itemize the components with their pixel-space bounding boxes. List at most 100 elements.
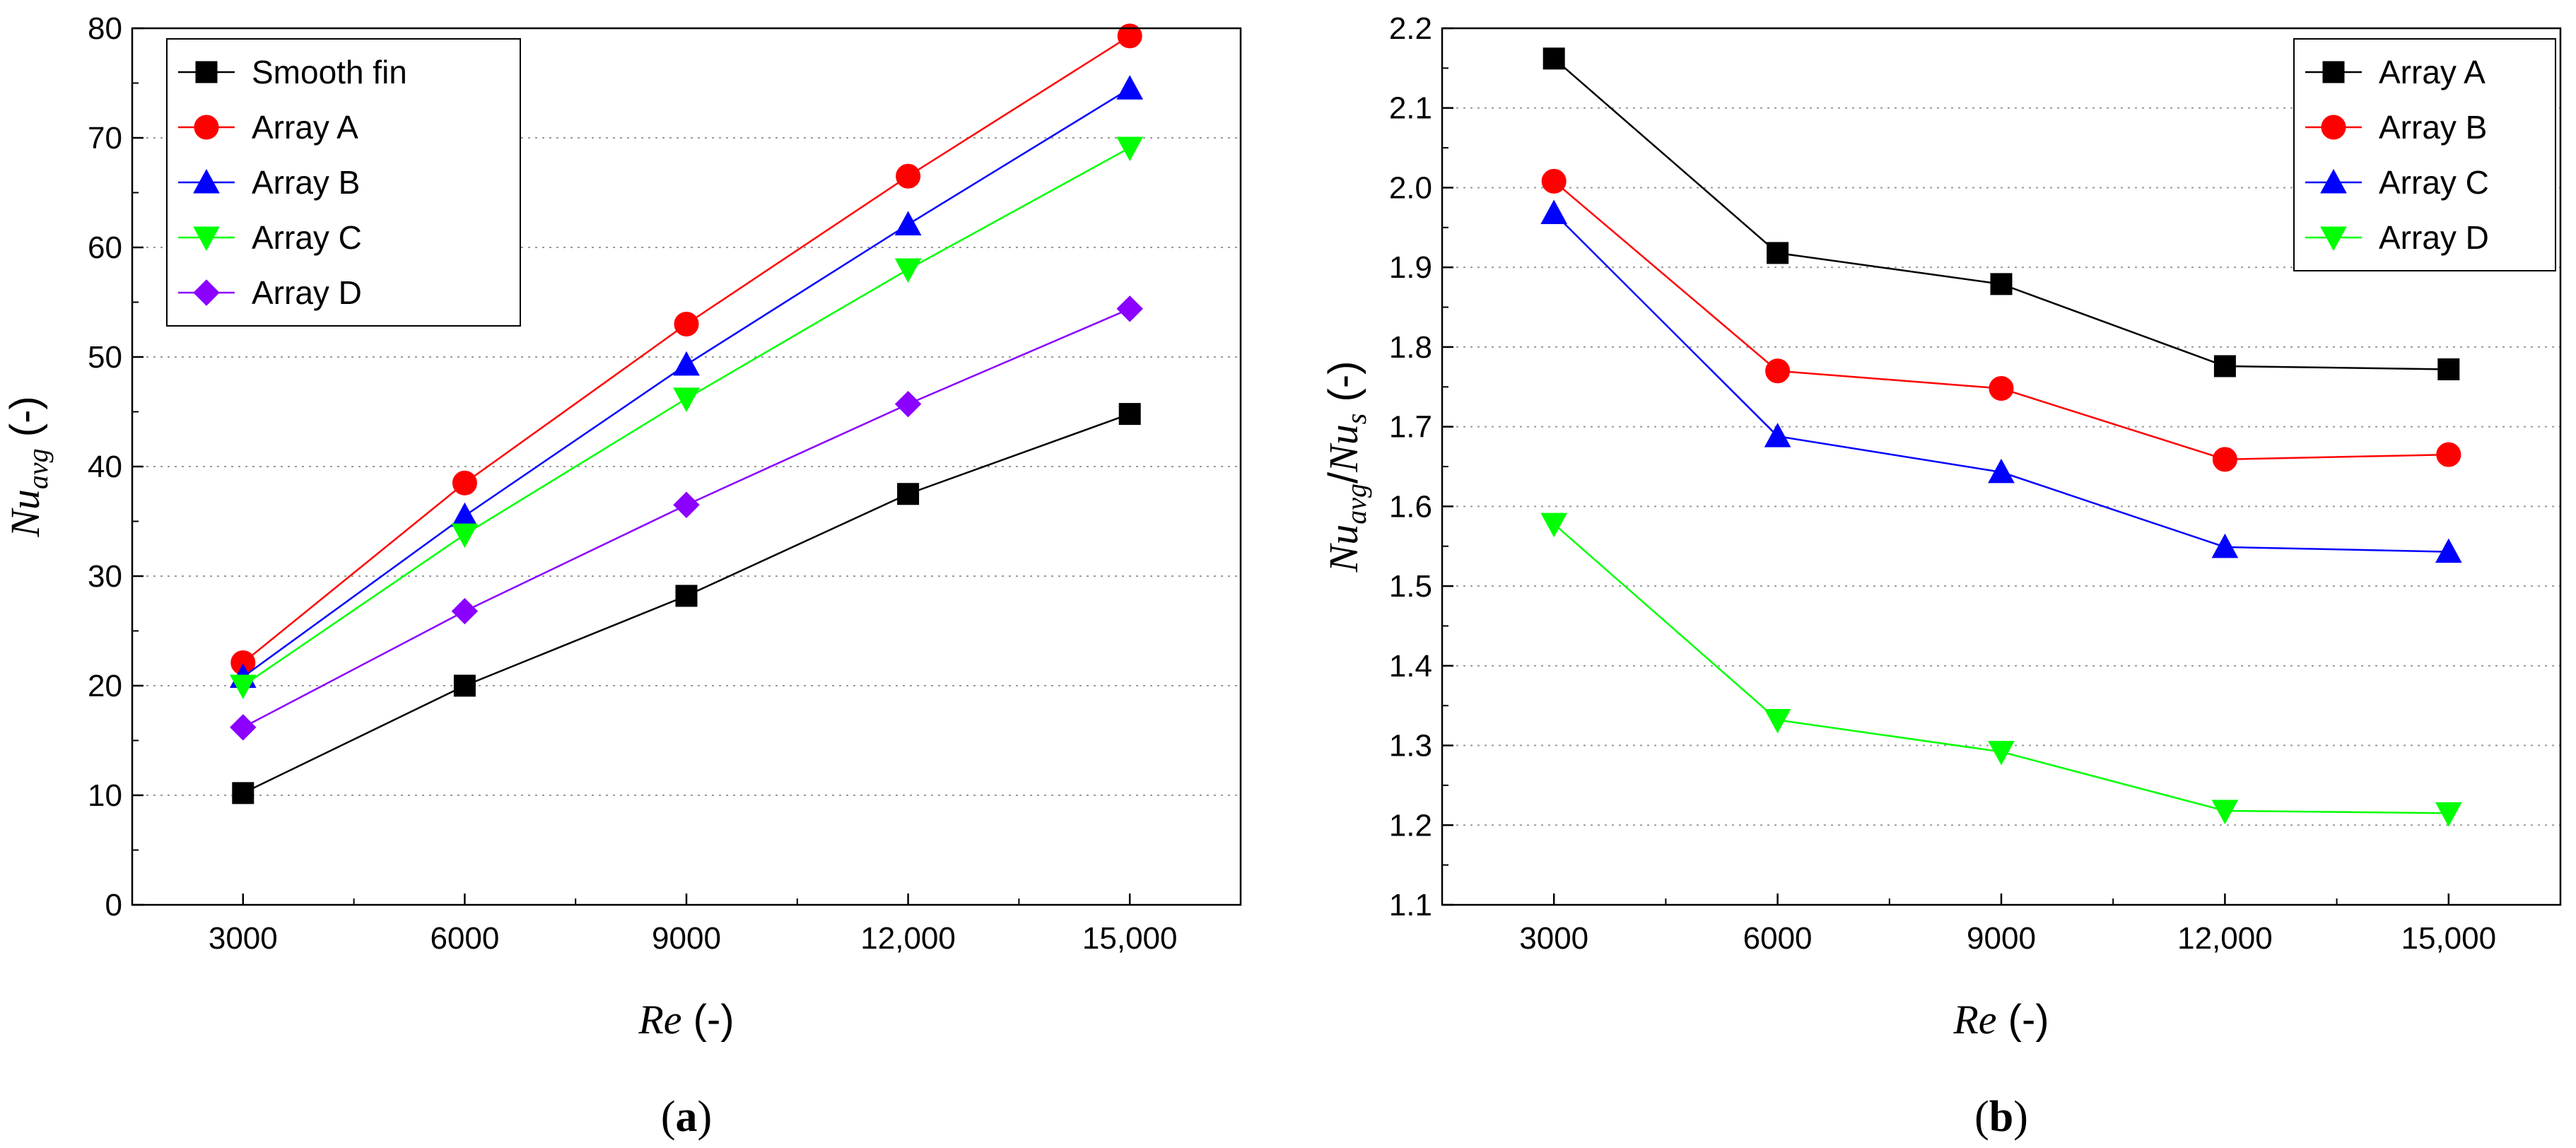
legend-marker xyxy=(195,61,218,83)
legend-label: Array C xyxy=(2379,164,2489,201)
legend-marker xyxy=(2320,168,2347,194)
legend-marker xyxy=(194,115,219,140)
data-point xyxy=(451,597,479,625)
x-tick-label: 3000 xyxy=(1519,921,1588,956)
x-tick-label: 6000 xyxy=(1743,921,1813,956)
x-tick-label: 3000 xyxy=(209,921,278,956)
series-array-c xyxy=(1540,199,2462,563)
legend-marker xyxy=(193,226,220,252)
data-point xyxy=(1989,376,2014,402)
legend-item: Array A xyxy=(178,109,358,146)
data-point xyxy=(1988,741,2015,766)
data-point xyxy=(1117,23,1142,49)
y-axis-title: Nuavg (-) xyxy=(2,396,54,538)
legend-item: Array B xyxy=(2305,109,2487,146)
y-axis-title-main: Nu xyxy=(2,489,48,538)
x-axis-title-unit: (-) xyxy=(682,997,734,1043)
data-point xyxy=(232,782,254,804)
legend: Array A Array B Array C Array D xyxy=(2293,38,2556,271)
data-point xyxy=(451,502,479,527)
tick-layer: 0 10 20 30 40 50 60 70 80 3000 6000 9000 12,000 15,00… xyxy=(88,11,1177,956)
chart-b: 1.1 1.2 1.3 1.4 1.5 1.6 1.7 1.8 1.9 2.0 2.1 2.2 3000… xyxy=(1321,11,2562,1141)
panel-label-close: ) xyxy=(2013,1093,2028,1141)
x-tick-label: 9000 xyxy=(1967,921,2036,956)
data-point xyxy=(1116,295,1143,322)
y-tick-label: 2.0 xyxy=(1389,170,1432,205)
y-tick-label: 60 xyxy=(88,230,122,265)
series-smooth-fin xyxy=(232,403,1141,804)
legend-marker xyxy=(193,279,220,306)
legend-marker xyxy=(2321,115,2346,140)
x-tick-label: 9000 xyxy=(652,921,721,956)
x-tick-label: 6000 xyxy=(430,921,499,956)
series-layer xyxy=(1540,47,2462,827)
y-axis-title-unit: (-) xyxy=(2,396,48,448)
series-array-d xyxy=(230,295,1143,741)
y-tick-label: 50 xyxy=(88,340,122,375)
data-point xyxy=(1765,358,1791,384)
data-point xyxy=(1767,242,1789,264)
legend-label: Array D xyxy=(2379,219,2489,256)
y-axis-title-sub: avg xyxy=(1340,484,1372,525)
y-tick-label: 1.4 xyxy=(1389,649,1432,684)
data-point xyxy=(1764,423,1791,447)
legend-item: Array B xyxy=(178,164,360,201)
data-point xyxy=(1988,458,2015,484)
x-axis-title: Re (-) xyxy=(1953,997,2049,1043)
panel-label: (a) xyxy=(661,1093,712,1141)
y-axis-title-sub2: s xyxy=(1340,414,1372,425)
panel-label-open: ( xyxy=(661,1093,676,1141)
data-point xyxy=(2435,538,2462,563)
series-array-d xyxy=(1540,512,2462,827)
x-tick-label: 12,000 xyxy=(860,921,956,956)
legend-marker xyxy=(2322,61,2345,83)
y-axis-title-sep: / xyxy=(1321,472,1366,484)
legend: Smooth fin Array A Array B Array C Array D xyxy=(166,38,521,327)
legend-item: Array C xyxy=(178,219,362,256)
y-tick-label: 10 xyxy=(88,778,122,813)
data-point xyxy=(1540,199,1568,225)
data-point xyxy=(1542,47,1565,70)
legend-item: Array C xyxy=(2305,164,2489,201)
data-point xyxy=(2211,533,2239,558)
data-point xyxy=(894,390,922,418)
data-point xyxy=(1540,512,1568,538)
data-point xyxy=(2211,800,2239,825)
series-array-c xyxy=(229,136,1144,700)
series-array-a xyxy=(1542,47,2460,380)
y-tick-label: 40 xyxy=(88,450,122,484)
y-tick-label: 30 xyxy=(88,559,122,594)
y-tick-label: 70 xyxy=(88,121,122,156)
legend-label: Smooth fin xyxy=(252,54,407,90)
y-tick-label: 20 xyxy=(88,669,122,703)
y-tick-label: 1.3 xyxy=(1389,729,1432,763)
data-point xyxy=(1990,273,2013,295)
legend-marker xyxy=(2320,226,2347,252)
data-point xyxy=(896,163,921,189)
panel-label: (b) xyxy=(1974,1093,2028,1141)
x-tick-label: 15,000 xyxy=(2401,921,2497,956)
panel-label-open: ( xyxy=(1974,1093,1989,1141)
data-point xyxy=(2436,442,2461,467)
data-point xyxy=(2213,355,2236,377)
data-point xyxy=(2212,447,2237,472)
y-tick-label: 1.9 xyxy=(1389,250,1432,285)
legend-item: Array A xyxy=(2305,54,2486,90)
data-point xyxy=(2435,802,2462,827)
legend-item: Smooth fin xyxy=(178,54,407,90)
legend-marker xyxy=(193,168,220,194)
y-tick-label: 1.1 xyxy=(1389,888,1432,922)
y-tick-label: 0 xyxy=(105,888,122,922)
legend-label: Array C xyxy=(252,219,362,256)
data-point xyxy=(1116,136,1144,161)
data-point xyxy=(897,483,920,505)
data-point xyxy=(1541,168,1567,194)
legend-label: Array A xyxy=(252,109,358,146)
data-point xyxy=(894,211,922,235)
y-tick-label: 1.7 xyxy=(1389,410,1432,445)
y-axis-title-sub: avg xyxy=(22,448,54,489)
y-tick-label: 1.5 xyxy=(1389,569,1432,604)
y-axis-title-unit: (-) xyxy=(1321,361,1366,414)
tick-layer: 1.1 1.2 1.3 1.4 1.5 1.6 1.7 1.8 1.9 2.0 2.1 2.2 3000… xyxy=(1389,11,2496,956)
